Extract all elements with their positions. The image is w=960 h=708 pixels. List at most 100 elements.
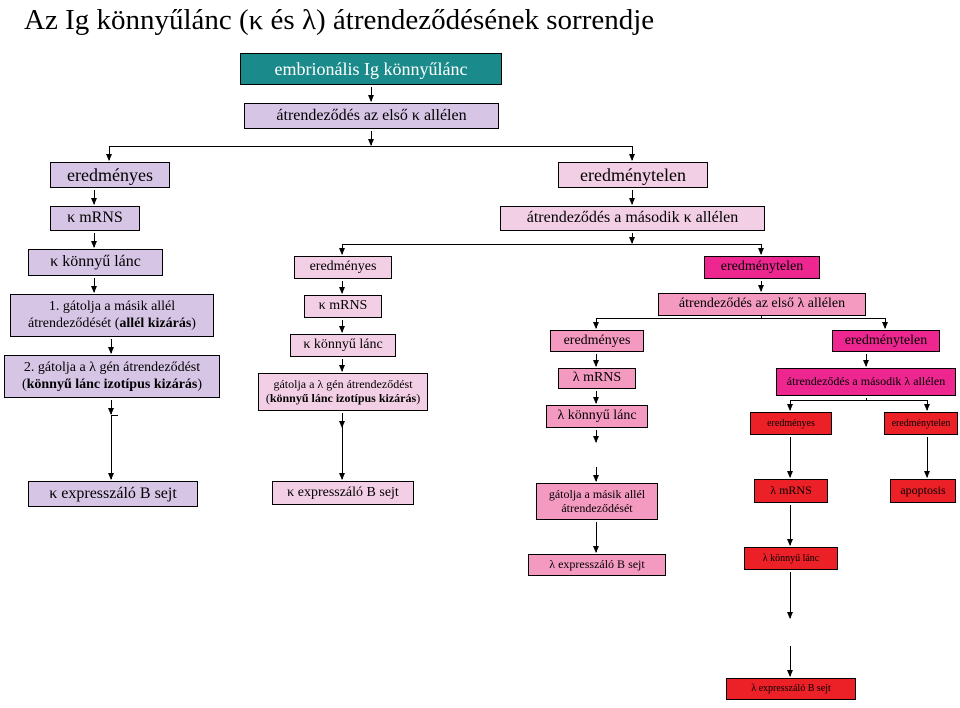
- arrow: [342, 281, 343, 293]
- arrow: [761, 244, 762, 254]
- t12: κ mRNS: [319, 298, 368, 314]
- arrow: [790, 400, 791, 410]
- t6: κ könnyű lánc: [50, 253, 141, 271]
- connector: [596, 318, 886, 319]
- box-successful-3: eredményes: [550, 330, 644, 352]
- arrow: [342, 427, 343, 479]
- box-kmrns-1: κ mRNS: [50, 206, 140, 231]
- box-successful-1: eredményes: [50, 162, 170, 188]
- box-klight-1: κ könnyű lánc: [28, 249, 163, 276]
- t24: átrendeződés a második λ allélen: [787, 375, 945, 389]
- box-kbcell-2: κ expresszáló B sejt: [272, 481, 414, 505]
- arrow: [94, 233, 95, 247]
- box-second-kappa: átrendeződés a második κ allélen: [500, 206, 765, 231]
- box-embryonic: embrionális Ig könnyűlánc: [240, 53, 502, 85]
- arrow: [596, 467, 597, 481]
- t18: eredményes: [564, 333, 631, 349]
- arrow: [927, 437, 928, 477]
- box-block-allele-1: 1. gátolja a másik allél átrendeződését …: [10, 294, 214, 337]
- t23: eredménytelen: [845, 333, 927, 349]
- t11: eredményes: [310, 259, 377, 275]
- t15: κ expresszáló B sejt: [287, 485, 399, 501]
- t10: átrendeződés a második κ allélen: [527, 209, 739, 227]
- box-unsuccessful-3: eredménytelen: [832, 330, 940, 352]
- t5: κ mRNS: [67, 209, 123, 227]
- box-kbcell-1: κ expresszáló B sejt: [28, 481, 198, 507]
- arrow: [632, 146, 633, 160]
- t9: κ expresszáló B sejt: [49, 485, 177, 503]
- box-apoptosis: apoptosis: [890, 479, 956, 503]
- box-llight-1: λ könnyű lánc: [546, 405, 648, 428]
- t21: gátolja a másik allél átrendeződését: [541, 488, 653, 516]
- box-unsuccessful-1: eredménytelen: [558, 162, 708, 188]
- connector: [109, 146, 633, 147]
- t27: λ mRNS: [770, 484, 812, 498]
- arrow: [342, 244, 343, 254]
- t1: embrionális Ig könnyűlánc: [275, 59, 468, 80]
- arrow: [596, 354, 597, 366]
- box-lbcell-1: λ expresszáló B sejt: [528, 554, 666, 576]
- box-block-lambda-1: 2. gátolja a λ gén átrendeződést (könnyű…: [4, 355, 220, 398]
- t20: λ könnyű lánc: [557, 408, 636, 424]
- box-unsuccessful-4: eredménytelen: [884, 412, 958, 435]
- arrow: [342, 320, 343, 332]
- t17: átrendeződés az első λ allélen: [679, 296, 845, 312]
- t28: apoptosis: [900, 484, 945, 498]
- arrow: [790, 646, 791, 676]
- box-lbcell-2: λ expresszáló B sejt: [726, 678, 856, 700]
- arrow: [790, 572, 791, 618]
- arrow: [94, 190, 95, 204]
- t25: eredményes: [767, 418, 815, 430]
- arrow: [342, 359, 343, 371]
- connector: [866, 398, 867, 401]
- arrow: [342, 413, 343, 427]
- arrow: [371, 131, 372, 145]
- t16: eredménytelen: [721, 259, 803, 275]
- t3: eredményes: [67, 165, 153, 186]
- box-unsuccessful-2: eredménytelen: [704, 256, 820, 279]
- box-block-allele-2: gátolja a másik allél átrendeződését: [536, 483, 658, 520]
- arrow: [111, 415, 112, 479]
- box-lmrns-1: λ mRNS: [558, 368, 636, 389]
- arrow: [632, 190, 633, 204]
- t22: λ expresszáló B sejt: [549, 558, 644, 572]
- arrow: [371, 87, 372, 101]
- arrow: [866, 354, 867, 366]
- connector: [342, 244, 762, 245]
- t19: λ mRNS: [573, 370, 621, 386]
- t7: 1. gátolja a másik allél átrendeződését …: [15, 299, 209, 331]
- box-llight-2: λ könnyű lánc: [744, 547, 838, 570]
- t26: eredménytelen: [892, 418, 951, 430]
- arrow: [927, 400, 928, 410]
- arrow: [109, 146, 110, 160]
- box-second-lambda: átrendeződés a második λ allélen: [776, 368, 956, 396]
- connector: [761, 316, 762, 319]
- arrow: [596, 522, 597, 552]
- box-klight-2: κ könnyű lánc: [290, 334, 396, 357]
- t13: κ könnyű lánc: [303, 337, 382, 353]
- arrow: [111, 400, 112, 414]
- arrow: [761, 281, 762, 291]
- box-block-lambda-2: gátolja a λ gén átrendeződést (könnyű lá…: [258, 373, 428, 411]
- arrow: [94, 278, 95, 292]
- arrow: [596, 318, 597, 328]
- t4: eredménytelen: [580, 165, 686, 186]
- box-first-kappa: átrendeződés az első κ allélen: [244, 103, 499, 129]
- t30: λ expresszáló B sejt: [751, 683, 831, 695]
- arrow: [596, 430, 597, 442]
- box-kmrns-2: κ mRNS: [304, 295, 382, 318]
- arrow: [790, 505, 791, 545]
- page-title: Az Ig könnyűlánc (κ és λ) átrendeződésén…: [24, 4, 654, 37]
- t8: 2. gátolja a λ gén átrendeződést (könnyű…: [9, 360, 215, 392]
- box-lmrns-2: λ mRNS: [754, 479, 828, 503]
- t2: átrendeződés az első κ allélen: [276, 107, 466, 125]
- arrow: [111, 339, 112, 353]
- arrow: [632, 233, 633, 243]
- arrow: [596, 391, 597, 403]
- t29: λ könnyű lánc: [763, 553, 820, 565]
- box-first-lambda: átrendeződés az első λ allélen: [658, 293, 866, 316]
- connector: [790, 400, 928, 401]
- box-successful-4: eredményes: [750, 412, 832, 435]
- t14: gátolja a λ gén átrendeződést (könnyű lá…: [263, 378, 423, 406]
- connector: [111, 415, 118, 416]
